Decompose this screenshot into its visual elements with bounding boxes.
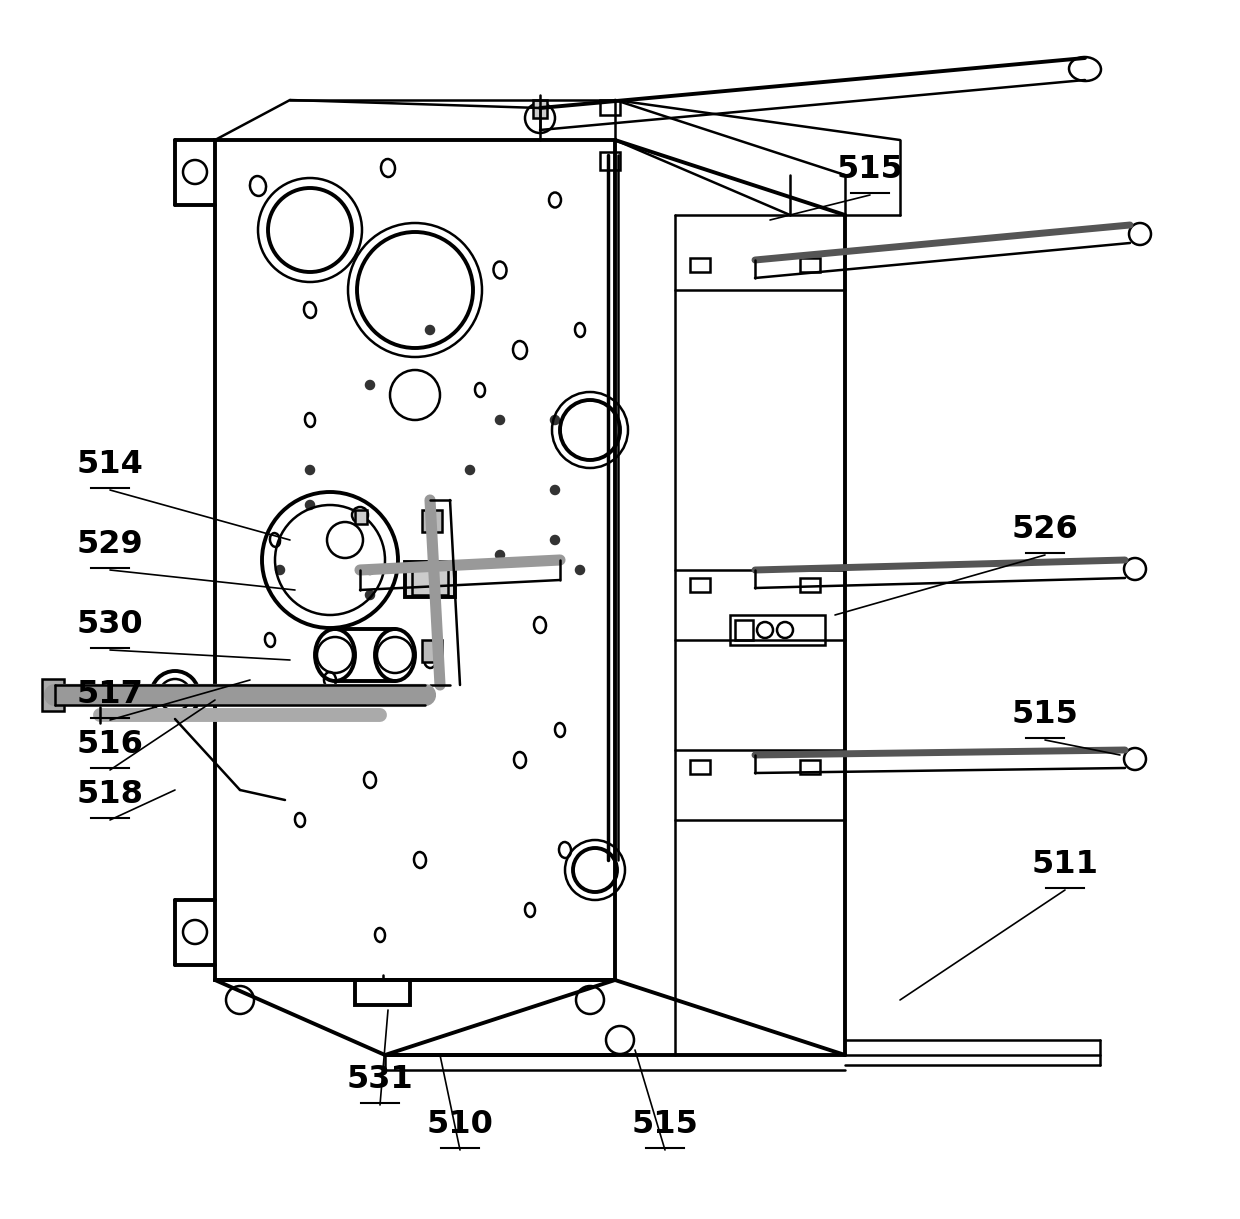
Circle shape bbox=[551, 486, 559, 494]
Bar bbox=[800, 578, 820, 592]
Text: 517: 517 bbox=[77, 679, 144, 709]
Circle shape bbox=[366, 591, 374, 599]
Text: 530: 530 bbox=[77, 610, 144, 640]
Bar bbox=[600, 100, 620, 115]
Circle shape bbox=[577, 566, 584, 574]
Text: 515: 515 bbox=[837, 154, 904, 185]
Bar bbox=[730, 616, 825, 645]
Text: 514: 514 bbox=[77, 449, 144, 480]
Bar bbox=[422, 510, 441, 531]
Bar bbox=[422, 640, 441, 662]
Circle shape bbox=[277, 566, 284, 574]
Circle shape bbox=[306, 466, 314, 474]
Text: 511: 511 bbox=[1032, 848, 1099, 880]
Bar bbox=[689, 759, 711, 774]
Circle shape bbox=[551, 416, 559, 424]
Text: 515: 515 bbox=[1012, 698, 1079, 730]
Bar bbox=[355, 980, 410, 1004]
Text: 529: 529 bbox=[77, 529, 144, 560]
Circle shape bbox=[306, 501, 314, 510]
Circle shape bbox=[551, 536, 559, 544]
Bar bbox=[800, 759, 820, 774]
Bar bbox=[405, 562, 455, 597]
Bar bbox=[800, 258, 820, 272]
Text: 510: 510 bbox=[427, 1109, 494, 1140]
Circle shape bbox=[427, 325, 434, 334]
Circle shape bbox=[496, 551, 503, 560]
Text: 518: 518 bbox=[77, 779, 144, 809]
Text: 516: 516 bbox=[77, 729, 144, 759]
Text: 515: 515 bbox=[631, 1109, 698, 1140]
Bar bbox=[42, 679, 64, 711]
Circle shape bbox=[496, 416, 503, 424]
Text: 526: 526 bbox=[1012, 514, 1079, 545]
Bar bbox=[355, 510, 367, 524]
Bar bbox=[533, 100, 547, 118]
Bar bbox=[735, 620, 753, 640]
Bar bbox=[689, 578, 711, 592]
Bar bbox=[600, 152, 620, 169]
Circle shape bbox=[466, 466, 474, 474]
Circle shape bbox=[366, 566, 374, 574]
Bar bbox=[412, 564, 448, 595]
Text: 531: 531 bbox=[347, 1064, 413, 1095]
Bar bbox=[689, 258, 711, 272]
Circle shape bbox=[366, 382, 374, 389]
